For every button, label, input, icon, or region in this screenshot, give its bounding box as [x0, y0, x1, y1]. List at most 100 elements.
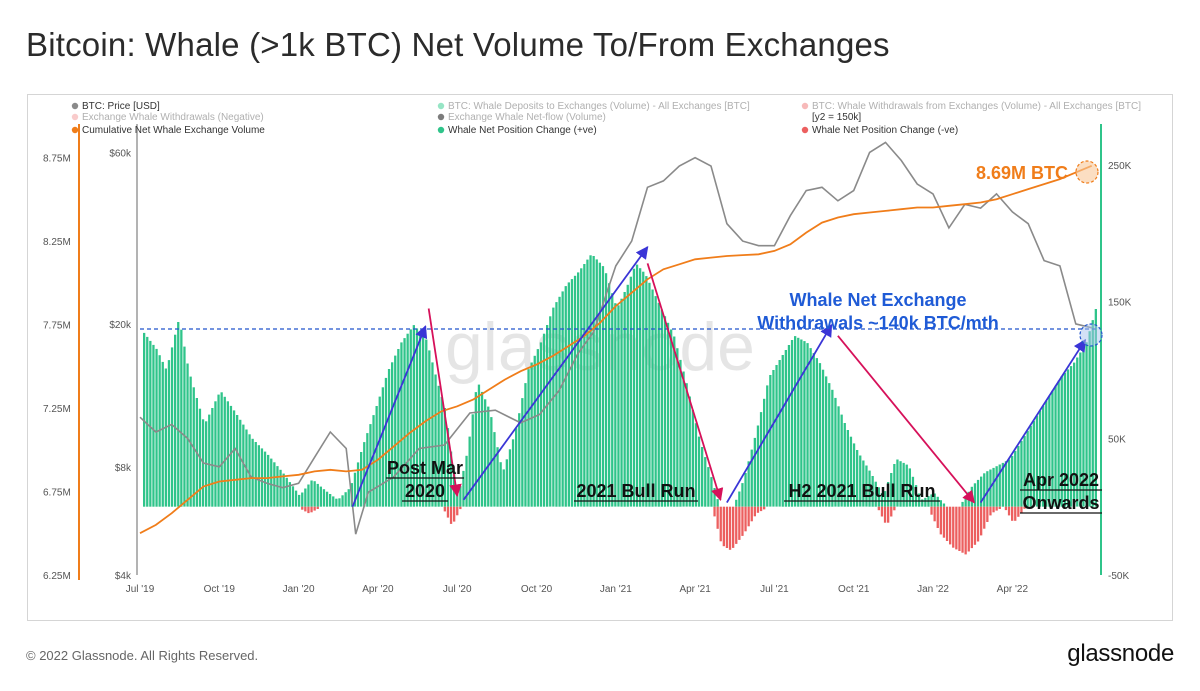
bar-positive [301, 492, 304, 507]
x-tick: Jan '20 [283, 584, 315, 595]
bar-positive [1032, 420, 1035, 507]
bar-positive [254, 442, 257, 507]
bar-positive [890, 473, 893, 507]
y-axis-price: $60k $20k $8k $4k [109, 148, 132, 582]
bar-negative [1017, 506, 1020, 517]
legend-item[interactable]: BTC: Price [USD] [82, 101, 160, 112]
bar-positive [189, 376, 192, 507]
legend-item[interactable]: Whale Net Position Change (-ve) [812, 125, 958, 136]
bar-negative [998, 506, 1001, 509]
bar-positive [874, 481, 877, 507]
y-axis-right: 250K 150K 50K -50K [1108, 161, 1132, 582]
bar-negative [964, 506, 967, 555]
trend-arrow [726, 323, 833, 504]
bar-negative [961, 506, 964, 553]
legend-item[interactable]: BTC: Whale Withdrawals from Exchanges (V… [812, 101, 1141, 112]
bar-positive [304, 488, 307, 507]
bar-positive [642, 271, 645, 507]
bar-positive [403, 338, 406, 507]
bar-positive [1029, 425, 1032, 507]
legend-item[interactable]: Whale Net Position Change (+ve) [448, 125, 597, 136]
bar-positive [918, 493, 921, 507]
bar-positive [589, 255, 592, 507]
bar-positive [902, 462, 905, 507]
bar-positive [862, 460, 865, 507]
bar-positive [899, 461, 902, 507]
bar-positive [818, 363, 822, 507]
bar-positive [360, 452, 363, 507]
bar-negative [955, 506, 958, 550]
bar-negative [939, 506, 942, 535]
bar-positive [1048, 395, 1051, 507]
bar-positive [896, 459, 899, 507]
bar-negative [310, 506, 313, 513]
bar-negative [936, 506, 939, 528]
annot-withdrawals-line1: Whale Net Exchange [789, 290, 966, 310]
bar-positive [487, 406, 490, 507]
bar-negative [1020, 506, 1023, 513]
legend-swatch [71, 126, 79, 134]
bar-positive [319, 486, 322, 507]
bar-positive [666, 322, 670, 507]
bar-positive [223, 396, 226, 507]
y-tick-right: 50K [1108, 434, 1126, 445]
bar-positive [394, 355, 397, 507]
bar-positive [335, 498, 338, 507]
y-tick-right: -50K [1108, 571, 1129, 582]
bar-positive [787, 345, 791, 507]
bar-positive [270, 458, 273, 507]
bar-positive [307, 484, 310, 507]
bar-positive [387, 369, 391, 507]
bar-positive [381, 387, 384, 507]
bar-positive [226, 401, 229, 507]
bar-negative [453, 506, 456, 522]
bar-negative [1014, 506, 1017, 521]
y-tick-price: $4k [115, 571, 132, 582]
legend-item[interactable]: Exchange Whale Withdrawals (Negative) [82, 112, 264, 123]
bar-positive [257, 445, 260, 507]
bar-positive [800, 339, 803, 507]
bar-positive [1014, 450, 1017, 507]
annot-onwards: Onwards [1022, 493, 1099, 513]
y-tick-price: $8k [115, 463, 132, 474]
bar-positive [341, 495, 344, 507]
y-tick-cumulative: 6.75M [43, 487, 71, 498]
bar-positive [660, 309, 663, 507]
bar-positive [344, 492, 347, 507]
bar-positive [852, 443, 856, 507]
bar-negative [756, 506, 760, 513]
legend-item[interactable]: Cumulative Net Whale Exchange Volume [82, 125, 265, 136]
bar-positive [177, 322, 180, 507]
bar-positive [905, 464, 908, 507]
legend-item[interactable]: BTC: Whale Deposits to Exchanges (Volume… [448, 101, 750, 112]
bar-positive [325, 491, 329, 507]
y-tick-price: $20k [109, 320, 132, 331]
bar-negative [747, 506, 750, 527]
bar-positive [288, 482, 291, 507]
bar-positive [1069, 366, 1073, 507]
bar-positive [803, 341, 806, 507]
x-tick: Apr '22 [997, 584, 1029, 595]
bar-positive [654, 296, 657, 507]
bar-positive [716, 499, 719, 507]
bar-positive [1091, 320, 1094, 507]
bar-negative [716, 506, 719, 529]
bar-positive [707, 467, 710, 507]
bar-positive [939, 500, 942, 507]
bar-positive [449, 451, 453, 507]
bar-negative [930, 506, 933, 515]
annot-cumulative-value: 8.69M BTC [976, 163, 1068, 183]
chart-title: Bitcoin: Whale (>1k BTC) Net Volume To/F… [26, 26, 890, 63]
bar-positive [893, 464, 896, 507]
bar-positive [592, 256, 595, 507]
bar-negative [759, 506, 763, 512]
bar-positive [552, 307, 555, 507]
legend-item[interactable]: Exchange Whale Net-flow (Volume) [448, 112, 606, 123]
bar-positive [1054, 385, 1057, 507]
legend-item[interactable]: [y2 = 150k] [812, 112, 861, 123]
bar-positive [480, 391, 484, 507]
bar-positive [471, 414, 474, 507]
bar-positive [1088, 331, 1091, 507]
bar-positive [251, 438, 254, 507]
bar-positive [391, 362, 394, 507]
